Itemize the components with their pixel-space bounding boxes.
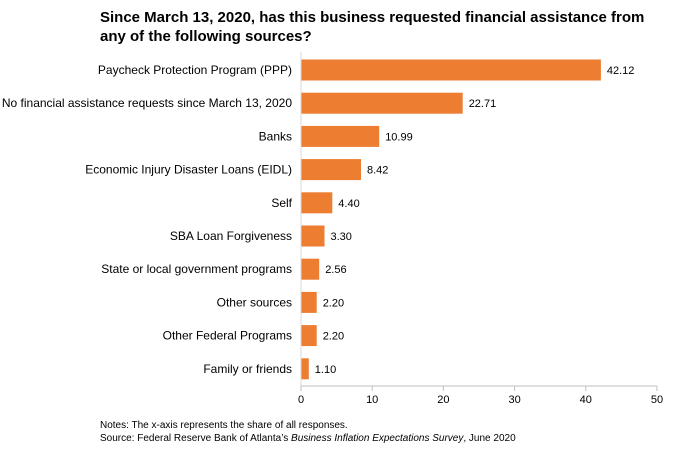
data-label: 8.42 <box>367 165 388 177</box>
source-line: Source: Federal Reserve Bank of Atlanta’… <box>100 432 670 445</box>
category-label: No financial assistance requests since M… <box>2 96 292 110</box>
bar <box>301 358 309 380</box>
category-labels: Paycheck Protection Program (PPP) No fina… <box>2 63 293 376</box>
data-label: 2.20 <box>323 297 344 309</box>
category-label: State or local government programs <box>101 262 292 276</box>
data-label: 42.12 <box>607 65 635 77</box>
x-axis: 0 10 20 30 40 50 <box>298 52 663 406</box>
category-label: SBA Loan Forgiveness <box>170 229 292 243</box>
category-label: Economic Injury Disaster Loans (EIDL) <box>85 163 292 177</box>
source-suffix: , June 2020 <box>463 433 516 444</box>
bars-group <box>301 59 601 380</box>
notes-line: Notes: The x-axis represents the share o… <box>100 420 348 431</box>
source-title: Business Inflation Expectations Survey <box>291 433 464 444</box>
data-label: 3.30 <box>331 231 352 243</box>
x-tick-label: 0 <box>298 394 304 406</box>
bar <box>301 125 380 147</box>
chart-notes: Notes: The x-axis represents the share o… <box>100 419 670 445</box>
data-label: 2.56 <box>325 264 346 276</box>
bar <box>301 291 317 313</box>
category-label: Banks <box>259 129 292 143</box>
bar <box>301 92 463 114</box>
x-tick-label: 40 <box>580 394 592 406</box>
bar <box>301 258 320 280</box>
bar <box>301 159 361 181</box>
x-tick-label: 30 <box>508 394 520 406</box>
bar <box>301 59 601 81</box>
x-tick-label: 50 <box>651 394 663 406</box>
category-label: Paycheck Protection Program (PPP) <box>98 63 292 77</box>
x-tick-label: 10 <box>366 394 378 406</box>
bar <box>301 325 317 347</box>
bar <box>301 192 333 214</box>
source-prefix: Source: Federal Reserve Bank of Atlanta’… <box>100 433 292 444</box>
chart-title: Since March 13, 2020, has this business … <box>100 9 645 45</box>
value-labels: 42.12 22.71 10.99 8.42 4.40 3.30 2.56 2.20 2.20 1… <box>315 65 635 376</box>
category-label: Other Federal Programs <box>163 329 292 343</box>
data-label: 10.99 <box>385 131 413 143</box>
category-label: Other sources <box>217 295 292 309</box>
data-label: 2.20 <box>323 331 344 343</box>
data-label: 4.40 <box>338 198 359 210</box>
category-label: Family or friends <box>203 362 292 376</box>
category-label: Self <box>271 196 292 210</box>
x-tick-label: 20 <box>437 394 449 406</box>
data-label: 1.10 <box>315 364 336 376</box>
data-label: 22.71 <box>469 98 497 110</box>
bar <box>301 225 325 247</box>
